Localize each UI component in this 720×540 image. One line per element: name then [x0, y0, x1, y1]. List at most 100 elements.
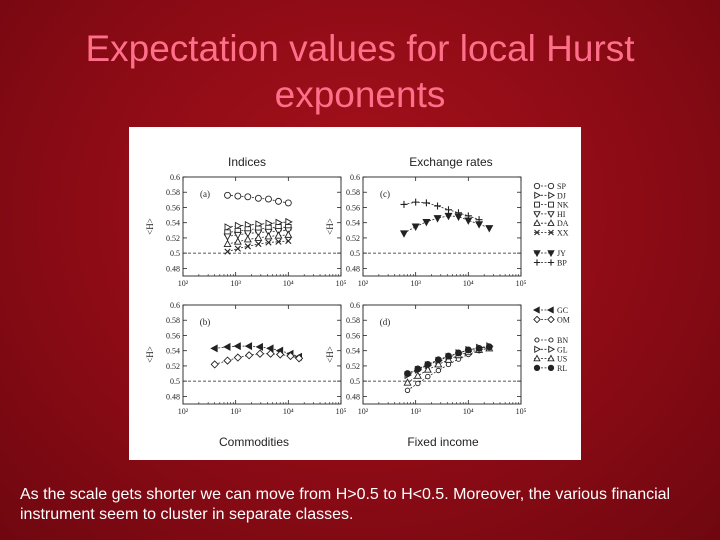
y-axis-label: <H>: [145, 346, 155, 363]
x-tick-label: 10⁵: [516, 279, 527, 288]
y-tick-label: 0.48: [346, 264, 360, 273]
series-da: [223, 230, 293, 247]
panel-title: Indices: [228, 155, 266, 169]
y-tick-label: 0.48: [346, 392, 360, 401]
data-point: [285, 237, 292, 245]
legend-marker: [547, 259, 555, 266]
legend-entry-nk: NK: [534, 201, 569, 210]
data-point: [411, 223, 420, 231]
data-point: [422, 218, 431, 227]
legend-marker: [547, 219, 555, 226]
x-tick-label: 10²: [178, 279, 189, 288]
x-tick-label: 10⁴: [283, 407, 294, 416]
data-point: [265, 195, 272, 203]
legend-marker: [532, 306, 540, 314]
legend-marker: [546, 306, 554, 314]
y-tick-label: 0.52: [346, 234, 360, 243]
data-point: [234, 245, 241, 252]
data-point: [475, 216, 483, 224]
series-rl: [404, 343, 493, 377]
legend-label: DA: [557, 219, 569, 228]
data-point: [254, 233, 263, 241]
legend-marker: [547, 182, 555, 190]
panel-b: 0.48 0.5 0.52 0.54 0.56 0.58 0.6 10² 10³ 10⁴ 10⁵ <H…: [145, 301, 347, 416]
legend-entry-us: US: [533, 354, 567, 364]
data-point: [422, 199, 430, 207]
y-tick-label: 0.56: [346, 331, 360, 340]
y-axis-label: <H>: [325, 346, 335, 363]
data-point: [285, 217, 293, 226]
legend-marker: [548, 229, 554, 236]
data-point: [275, 197, 282, 205]
y-tick-label: 0.54: [346, 347, 360, 356]
series-sp: [224, 191, 292, 207]
plot-frame: [182, 304, 342, 405]
legend-marker: [533, 211, 541, 218]
y-tick-label: 0.6: [170, 301, 180, 310]
legend-marker: [548, 345, 556, 353]
y-axis-label: <H>: [325, 218, 335, 235]
legend-label: GC: [557, 306, 568, 315]
legend-marker: [534, 345, 542, 353]
data-point: [276, 350, 285, 359]
data-point: [284, 230, 293, 238]
y-tick-label: 0.56: [166, 331, 180, 340]
x-tick-label: 10³: [410, 279, 421, 288]
legend-entry-bn: BN: [534, 336, 568, 345]
x-tick-label: 10⁵: [336, 279, 347, 288]
legend-label: HI: [557, 210, 566, 219]
data-point: [233, 342, 241, 351]
data-point: [412, 198, 420, 206]
data-point: [223, 342, 231, 351]
y-tick-label: 0.5: [170, 249, 180, 258]
y-tick-label: 0.52: [166, 362, 180, 371]
legend-marker: [533, 182, 541, 190]
y-tick-label: 0.6: [350, 173, 360, 182]
x-tick-label: 10²: [358, 407, 369, 416]
legend-entry-da: DA: [533, 219, 569, 228]
data-point: [414, 365, 422, 373]
data-point: [224, 223, 232, 232]
data-point: [434, 356, 442, 364]
data-point: [254, 229, 263, 238]
data-point: [244, 243, 251, 250]
plot-frame: [362, 304, 522, 405]
y-tick-label: 0.56: [166, 203, 180, 212]
x-tick-label: 10⁵: [516, 407, 527, 416]
y-axis-label: <H>: [145, 218, 155, 235]
data-point: [244, 342, 253, 351]
data-point: [413, 371, 422, 379]
data-point: [255, 240, 262, 248]
data-point: [255, 349, 265, 358]
data-point: [255, 342, 263, 351]
legend-entry-xx: XX: [534, 229, 569, 238]
series-bp: [400, 198, 483, 224]
y-tick-label: 0.54: [166, 219, 180, 228]
x-tick-label: 10³: [230, 279, 241, 288]
x-tick-label: 10²: [358, 279, 369, 288]
legend-label: BN: [557, 336, 568, 345]
legend-label: SP: [557, 182, 566, 191]
panel-a: 0.48 0.5 0.52 0.54 0.56 0.58 0.6 10² 10³ 10⁴ 10⁵ <H…: [145, 173, 347, 288]
data-point: [435, 367, 442, 374]
hurst-figure-svg: 0.48 0.5 0.52 0.54 0.56 0.58 0.6 10² 10³ 10⁴ 10⁵ <H…: [145, 155, 570, 449]
data-point: [244, 193, 252, 201]
y-tick-label: 0.6: [350, 301, 360, 310]
data-point: [400, 200, 408, 208]
y-tick-label: 0.56: [346, 203, 360, 212]
legend-label: JY: [557, 249, 566, 258]
data-point: [434, 359, 443, 368]
panel-label: (b): [200, 317, 211, 327]
panel-label: (d): [380, 317, 391, 327]
hurst-figure: 0.48 0.5 0.52 0.54 0.56 0.58 0.6 10² 10³ 10⁴ 10⁵ <H…: [129, 127, 581, 460]
data-point: [284, 199, 292, 207]
series-xx: [224, 237, 292, 255]
legend-entry-sp: SP: [533, 182, 566, 191]
data-point: [254, 194, 262, 202]
legend-marker: [533, 219, 541, 226]
data-point: [404, 387, 411, 393]
legend-marker: [533, 354, 541, 362]
data-point: [485, 225, 494, 233]
data-point: [464, 212, 472, 220]
data-point: [223, 356, 232, 365]
